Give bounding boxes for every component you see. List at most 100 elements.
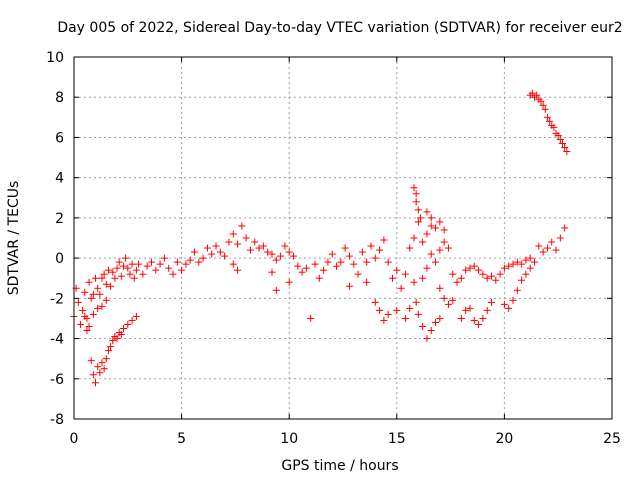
data-point	[533, 91, 541, 99]
data-point	[264, 248, 272, 256]
data-point	[311, 260, 319, 268]
data-point	[152, 266, 160, 274]
data-point	[212, 242, 220, 250]
data-point	[416, 214, 424, 222]
data-point	[393, 266, 401, 274]
data-point	[432, 318, 440, 326]
data-point	[126, 270, 134, 278]
data-point	[79, 306, 87, 314]
x-tick-label: 20	[495, 431, 513, 447]
data-point	[350, 260, 358, 268]
data-point	[113, 264, 121, 272]
data-point	[539, 101, 547, 109]
data-point	[475, 320, 483, 328]
data-point	[522, 256, 530, 264]
data-point	[561, 224, 569, 232]
data-point	[466, 264, 474, 272]
data-point	[111, 274, 119, 282]
y-tick-label: 10	[46, 50, 64, 66]
data-point	[130, 274, 138, 282]
data-point	[556, 135, 564, 143]
data-point	[559, 139, 567, 147]
data-point	[561, 144, 569, 151]
x-tick-label: 15	[388, 431, 406, 447]
x-tick-label: 10	[280, 431, 298, 447]
data-point	[229, 230, 237, 238]
data-point	[518, 260, 526, 268]
data-point	[203, 244, 211, 252]
data-point	[423, 208, 431, 216]
y-tick-label: 8	[55, 90, 64, 106]
data-point	[444, 244, 452, 252]
data-point	[419, 322, 427, 330]
data-point	[531, 258, 539, 266]
data-point	[440, 238, 448, 246]
y-axis-label: SDTVAR / TECUs	[6, 181, 22, 296]
data-point	[178, 266, 186, 274]
data-point	[216, 248, 224, 256]
data-point	[513, 286, 521, 294]
data-point	[333, 262, 341, 270]
data-point	[290, 252, 298, 260]
data-point	[341, 244, 349, 252]
x-tick-label: 0	[70, 431, 79, 447]
data-point	[104, 347, 112, 355]
data-point	[423, 230, 431, 238]
data-point	[419, 274, 427, 282]
data-point	[401, 270, 409, 278]
data-point	[285, 278, 293, 286]
data-point	[234, 266, 242, 274]
data-point	[147, 258, 155, 266]
data-point	[107, 282, 115, 290]
data-point	[470, 262, 478, 270]
data-point	[268, 268, 276, 276]
data-point	[479, 270, 487, 278]
data-point	[500, 300, 508, 308]
data-point	[74, 298, 82, 306]
data-point	[81, 288, 89, 296]
x-axis-label: GPS time / hours	[281, 458, 398, 474]
data-point	[563, 148, 571, 156]
data-point	[457, 274, 465, 282]
data-point	[384, 258, 392, 266]
data-point	[89, 290, 97, 298]
data-point	[100, 270, 108, 278]
data-point	[412, 298, 420, 306]
data-point	[85, 278, 93, 286]
data-point	[132, 312, 140, 320]
y-tick-label: -8	[50, 412, 64, 428]
data-point	[522, 270, 530, 278]
data-point	[479, 314, 487, 322]
data-point	[156, 260, 164, 268]
data-point	[124, 320, 132, 328]
data-point	[436, 284, 444, 292]
data-point	[436, 246, 444, 254]
data-point	[423, 335, 431, 343]
data-point	[440, 294, 448, 302]
data-point	[552, 246, 560, 254]
data-point	[251, 238, 259, 246]
data-point	[453, 278, 461, 286]
data-point	[102, 280, 110, 288]
data-point	[128, 260, 136, 268]
data-point	[113, 335, 121, 343]
data-point	[345, 282, 353, 290]
data-point	[436, 314, 444, 322]
data-point	[541, 105, 549, 113]
data-point	[102, 355, 110, 363]
data-point	[380, 236, 388, 244]
data-point	[406, 244, 414, 252]
y-tick-label: 4	[55, 171, 64, 187]
data-point	[109, 268, 117, 276]
data-point	[380, 316, 388, 324]
data-point	[83, 327, 91, 335]
data-point	[513, 258, 521, 266]
data-point	[143, 262, 151, 270]
data-point	[195, 258, 203, 266]
data-point	[122, 254, 130, 262]
data-point	[268, 250, 276, 258]
data-point	[124, 264, 132, 272]
data-point	[526, 264, 534, 272]
data-point	[173, 258, 181, 266]
